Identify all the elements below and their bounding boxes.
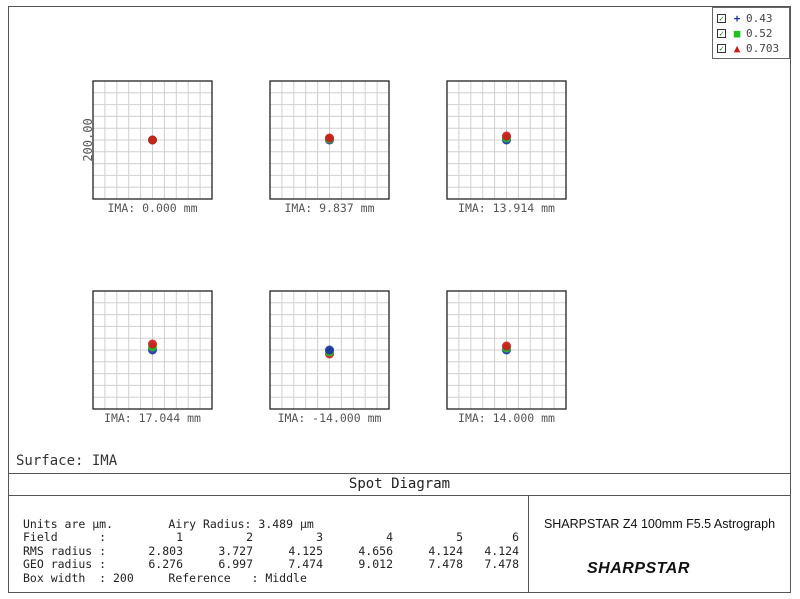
- surface-label: Surface: IMA: [16, 453, 118, 469]
- legend-label: 0.703: [746, 42, 780, 55]
- rms-value: 4.656: [358, 544, 393, 558]
- field-number: 2: [246, 530, 253, 544]
- legend-label: 0.52: [746, 27, 773, 40]
- field-number: 4: [386, 530, 393, 544]
- field-number: 1: [176, 530, 183, 544]
- spot-diagram-plots: IMA: 0.000 mm IMA: 9.837 mm IMA: 13.914 mm…: [81, 80, 567, 425]
- geo-value: 7.478: [484, 557, 519, 571]
- panel-label: IMA: 0.000 mm: [107, 201, 197, 215]
- spot-point: [325, 133, 334, 143]
- y-axis-label: 200.00: [81, 118, 95, 161]
- legend-marker-plus: +: [733, 12, 741, 25]
- spot-point: [325, 345, 334, 355]
- checkbox-icon[interactable]: ✓: [717, 14, 726, 23]
- system-panel: SHARPSTAR Z4 100mm F5.5 Astrograph SHARP…: [529, 495, 790, 592]
- legend-item-2[interactable]: ✓ ■ 0.52: [717, 26, 785, 41]
- spot-panel-4: IMA: 17.044 mm: [92, 290, 213, 425]
- field-number: 6: [512, 530, 519, 544]
- panel-box: [269, 80, 390, 200]
- spot-panel-5: IMA: -14.000 mm: [269, 290, 390, 425]
- geo-value: 7.474: [288, 557, 323, 571]
- panel-label: IMA: 13.914 mm: [458, 201, 555, 215]
- spot-panel-2: IMA: 9.837 mm: [269, 80, 390, 215]
- spot-point: [148, 135, 157, 145]
- spot-point: [502, 131, 511, 141]
- geo-value: 6.276: [148, 557, 183, 571]
- legend-item-3[interactable]: ✓ ▲ 0.703: [717, 41, 785, 56]
- geo-value: 6.997: [218, 557, 253, 571]
- spot-point: [148, 339, 157, 349]
- legend-label: 0.43: [746, 12, 773, 25]
- legend-marker-square: ■: [733, 27, 741, 40]
- panel-box: [92, 80, 213, 200]
- units-line: Units are µm. Airy Radius: 3.489 µm: [23, 517, 314, 531]
- legend-marker-triangle: ▲: [733, 42, 741, 55]
- geo-value: 9.012: [358, 557, 393, 571]
- rms-label: RMS radius :: [23, 544, 107, 558]
- field-number: 5: [456, 530, 463, 544]
- geo-label: GEO radius :: [23, 557, 107, 571]
- spot-panel-1: IMA: 0.000 mm: [92, 80, 213, 215]
- rms-value: 2.803: [148, 544, 183, 558]
- rms-value: 4.124: [484, 544, 519, 558]
- field-label: Field :: [23, 530, 107, 544]
- rms-value: 4.125: [288, 544, 323, 558]
- spot-point: [502, 341, 511, 351]
- field-number: 3: [316, 530, 323, 544]
- panel-label: IMA: 14.000 mm: [458, 411, 555, 425]
- checkbox-icon[interactable]: ✓: [717, 44, 726, 53]
- legend: ✓ + 0.43 ✓ ■ 0.52 ✓ ▲ 0.703: [712, 7, 790, 59]
- panel-label: IMA: 17.044 mm: [104, 411, 201, 425]
- info-panel: Units are µm. Airy Radius: 3.489 µm Fiel…: [9, 495, 529, 592]
- checkbox-icon[interactable]: ✓: [717, 29, 726, 38]
- system-title: SHARPSTAR Z4 100mm F5.5 Astrograph: [543, 517, 776, 531]
- rms-value: 3.727: [218, 544, 253, 558]
- panel-label: IMA: 9.837 mm: [284, 201, 374, 215]
- spot-panel-6: IMA: 14.000 mm: [446, 290, 567, 425]
- sharpstar-logo: SHARPSTAR: [587, 560, 690, 577]
- panel-label: IMA: -14.000 mm: [278, 411, 382, 425]
- boxwidth-line: Box width : 200 Reference : Middle: [23, 571, 307, 585]
- spot-panel-3: IMA: 13.914 mm: [446, 80, 567, 215]
- geo-value: 7.478: [428, 557, 463, 571]
- legend-item-1[interactable]: ✓ + 0.43: [717, 11, 785, 26]
- panel-box: [92, 290, 213, 410]
- plot-title: Spot Diagram: [9, 473, 790, 496]
- panel-box: [446, 290, 567, 410]
- panel-box: [269, 290, 390, 410]
- panel-box: [446, 80, 567, 200]
- rms-value: 4.124: [428, 544, 463, 558]
